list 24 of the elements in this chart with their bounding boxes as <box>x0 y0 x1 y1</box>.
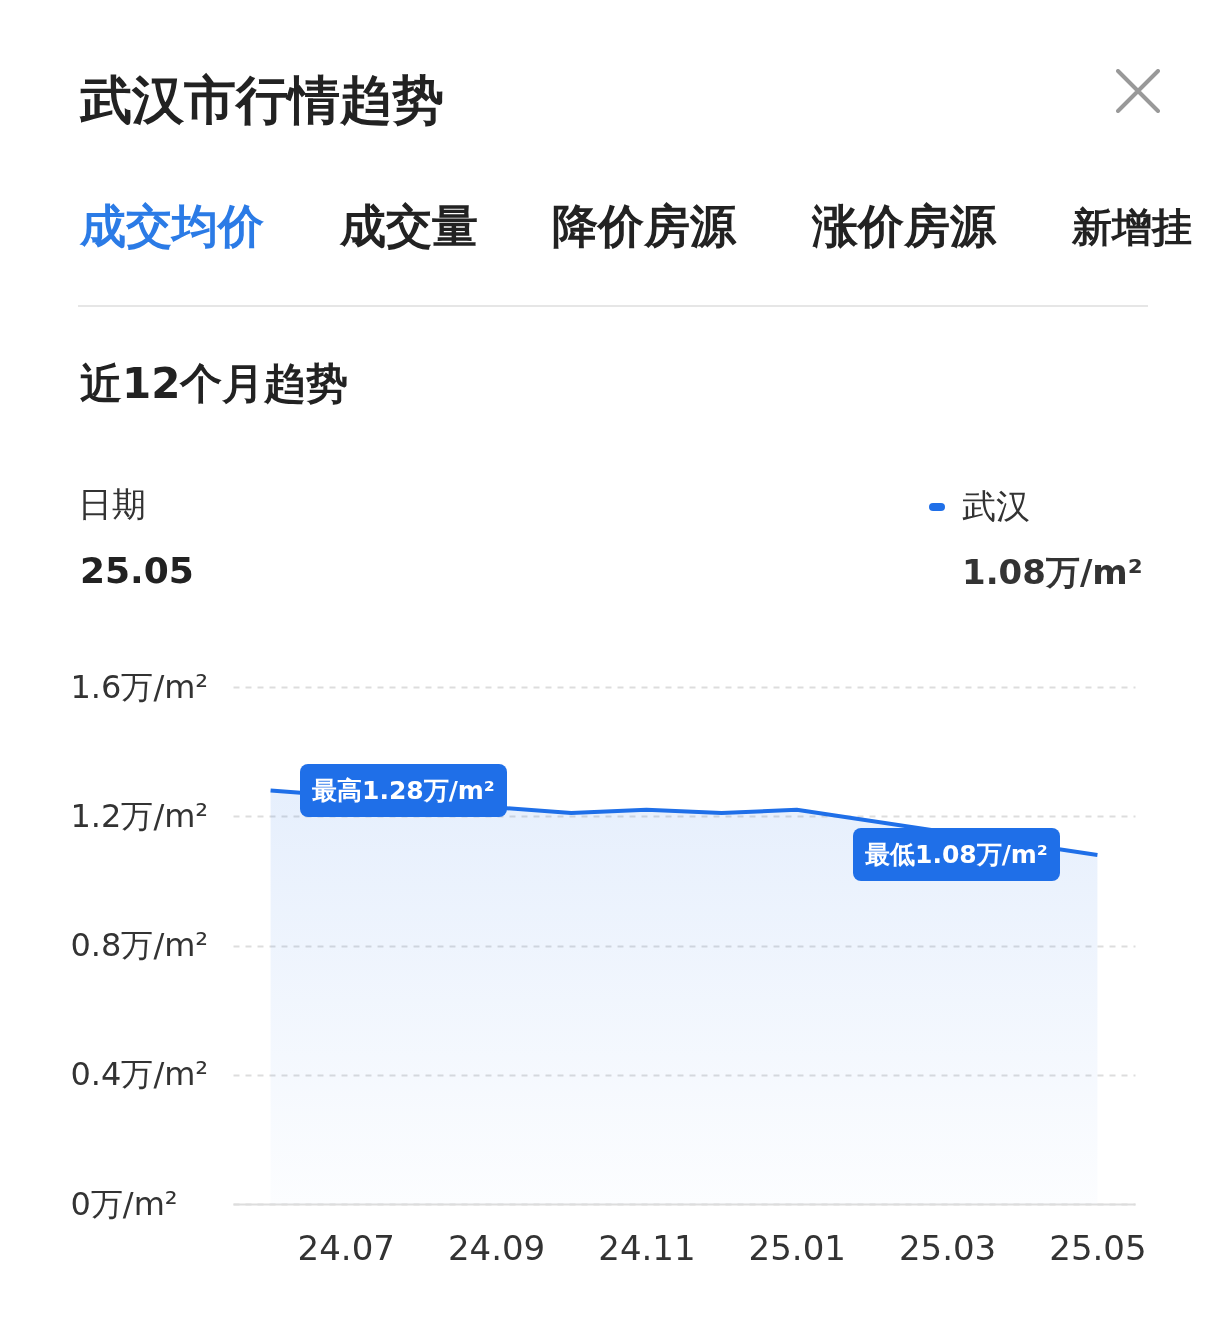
y-tick-label: 0.8万/m² <box>70 926 209 964</box>
y-tick-label: 0.4万/m² <box>70 1055 209 1094</box>
text: 成交均价 <box>80 198 264 255</box>
text: 1.08万/m² <box>962 551 1143 594</box>
x-tick-label: 25.05 <box>1049 1227 1147 1268</box>
y-tick-label: 0万/m² <box>70 1184 178 1223</box>
text: 25.05 <box>80 550 194 591</box>
x-tick-label: 25.01 <box>748 1227 846 1268</box>
text: 日期 <box>78 483 146 526</box>
y-tick-label: 1.2万/m² <box>70 796 209 835</box>
text: 成交量 <box>340 198 478 255</box>
x-tick-label: 24.09 <box>447 1227 546 1268</box>
text: 新增挂 <box>1072 203 1192 252</box>
annotation: 最高1.28万/m² <box>300 764 507 817</box>
x-tick-label: 25.03 <box>898 1227 997 1268</box>
annotation: 最低1.08万/m² <box>853 828 1060 881</box>
chart-title: 武汉市行情趋势 <box>80 69 444 132</box>
y-tick-label: 1.6万/m² <box>70 667 209 706</box>
legend-label: 武汉 <box>962 485 1030 528</box>
chart-subtitle: 近12个月趋势 <box>80 358 349 410</box>
x-tick-label: 24.07 <box>297 1227 395 1268</box>
text: 涨价房源 <box>812 198 996 255</box>
text: 降价房源 <box>552 198 736 255</box>
x-tick-label: 24.11 <box>598 1227 696 1268</box>
